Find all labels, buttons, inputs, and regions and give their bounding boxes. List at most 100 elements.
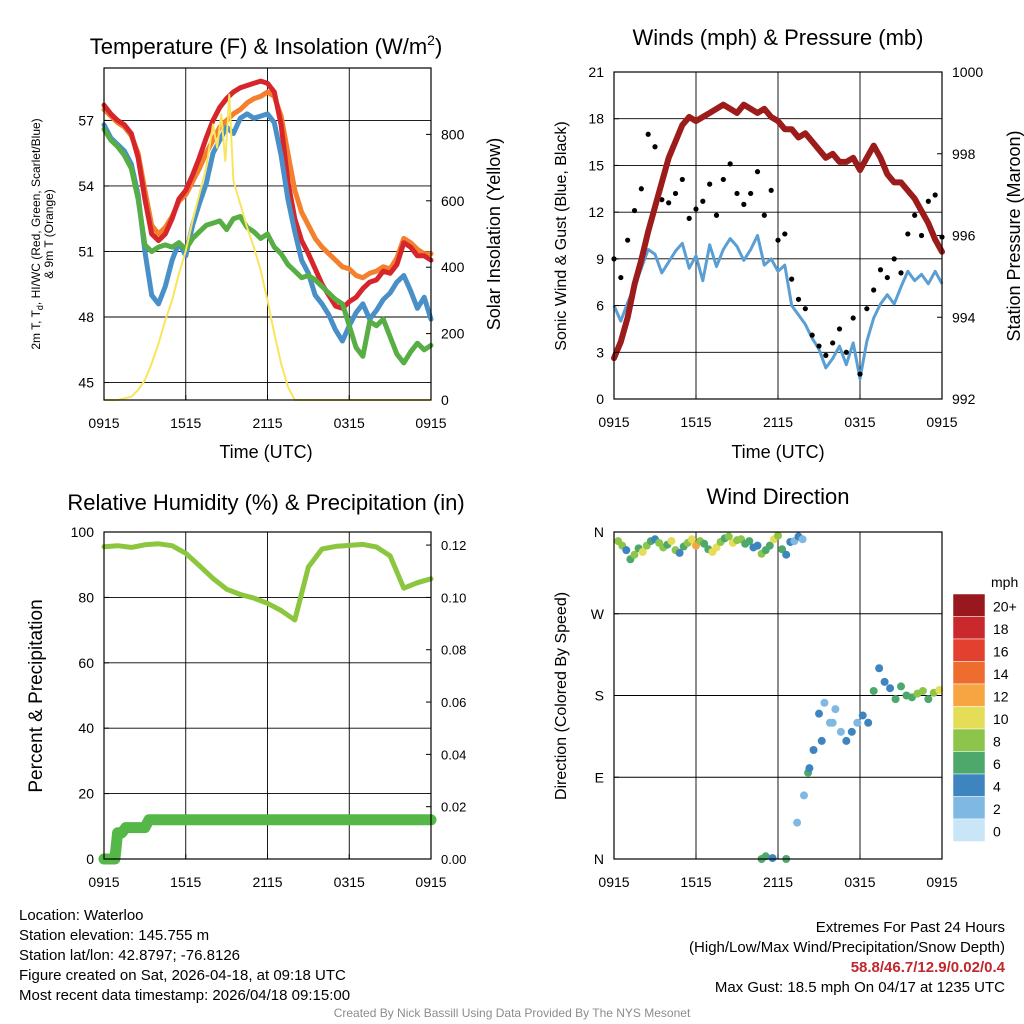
winds-title: Winds (mph) & Pressure (mb) [633, 25, 924, 50]
y-tick-label: 60 [78, 655, 94, 671]
temperature-y2-axis-label: Solar Insolation (Yellow) [484, 138, 504, 330]
svg-text:& 9m T (Orange): & 9m T (Orange) [42, 189, 56, 279]
gust-point [925, 198, 931, 204]
direction-point [836, 727, 845, 736]
direction-point [782, 550, 791, 559]
legend-swatch [952, 661, 986, 685]
legend-swatch [952, 593, 986, 617]
direction-point [935, 686, 944, 695]
winds-y-axis-label: Sonic Wind & Gust (Blue, Black) [553, 121, 570, 350]
gust-point [754, 169, 761, 175]
direction-point [667, 537, 676, 546]
y-tick-label: N [594, 524, 604, 540]
temperature-y-axis-label: 2m T, Td, HI/WC (Red, Green, Scarlet/Blu… [29, 118, 56, 349]
y2-tick-label: 600 [441, 193, 465, 209]
temperature-title: Temperature (F) & Insolation (W/m2) [90, 32, 443, 59]
direction-point [805, 764, 814, 773]
wind-direction-panel: Wind Direction N E S W N 0915 1515 2115 0315 091… [553, 484, 1018, 890]
winds-y2-axis-label: Station Pressure (Maroon) [1004, 130, 1024, 341]
humidity-panel: Relative Humidity (%) & Precipitation (i… [26, 490, 466, 890]
gust-point [782, 231, 788, 237]
x-tick-label: 0915 [598, 874, 629, 890]
y-tick-label: 80 [78, 589, 94, 605]
gust-point [823, 352, 829, 358]
series-line-solar-insolation [104, 93, 431, 401]
gust-point [672, 190, 679, 197]
x-tick-label: 1515 [680, 414, 711, 430]
gust-point [693, 206, 699, 212]
direction-point [700, 539, 709, 548]
x-tick-label: 0915 [598, 414, 629, 430]
y-tick-label: E [595, 769, 604, 785]
winds-x-axis-label: Time (UTC) [731, 442, 824, 462]
gust-point [789, 276, 795, 282]
gust-point [652, 144, 658, 150]
y-tick-label: 20 [78, 786, 94, 802]
gust-point [857, 371, 863, 377]
x-tick-label: 2115 [252, 874, 282, 890]
y-tick-label: W [591, 606, 605, 622]
gust-point [830, 340, 836, 346]
y2-tick-label: 992 [952, 391, 976, 407]
max-gust: Max Gust: 18.5 mph On 04/17 at 1235 UTC [714, 979, 1005, 996]
direction-point [875, 664, 884, 673]
temperature-x-axis-label: Time (UTC) [219, 442, 312, 462]
legend-swatch [952, 706, 986, 730]
series-line-relative-humidity [101, 541, 434, 623]
legend-swatch [952, 751, 986, 775]
gust-point [713, 212, 720, 218]
gust-point [707, 181, 713, 187]
wind-direction-y-axis-label: Direction (Colored By Speed) [553, 592, 570, 800]
gust-point [638, 186, 644, 192]
y-tick-label: S [595, 688, 604, 704]
legend-swatch [952, 728, 986, 752]
direction-point [675, 548, 684, 557]
direction-point [622, 546, 631, 555]
gust-point [898, 270, 904, 276]
direction-point [918, 686, 927, 695]
direction-point [847, 727, 856, 736]
station-info: Location: Waterloo Station elevation: 14… [19, 906, 350, 1006]
y2-tick-label: 0 [441, 392, 449, 408]
y-tick-label: 12 [588, 204, 604, 220]
extremes-subtitle: (High/Low/Max Wind/Precipitation/Snow De… [689, 939, 1005, 956]
direction-point [897, 682, 905, 691]
y-tick-label: 51 [78, 243, 94, 259]
direction-point [817, 736, 826, 745]
direction-point [831, 705, 840, 714]
humidity-title: Relative Humidity (%) & Precipitation (i… [67, 490, 464, 515]
x-tick-label: 1515 [680, 874, 711, 890]
y-tick-label: 0 [86, 851, 94, 867]
series-line-hi-wc [101, 111, 434, 344]
direction-point [768, 854, 777, 863]
gust-point [761, 212, 767, 218]
x-tick-label: 1515 [170, 874, 201, 890]
direction-point [630, 550, 639, 559]
winds-panel: Winds (mph) & Pressure (mb) 0 3 6 9 12 15 18 21… [553, 25, 1024, 462]
x-tick-label: 0315 [334, 874, 365, 890]
gust-point [864, 306, 870, 312]
extremes-values: 58.8/46.7/12.9/0.02/0.4 [850, 959, 1005, 976]
y-tick-label: 40 [78, 720, 94, 736]
direction-point [869, 686, 878, 695]
credit-line: Created By Nick Bassill Using Data Provi… [333, 1006, 691, 1020]
legend-label: 2 [993, 801, 1001, 817]
gust-point [734, 190, 740, 197]
gust-point [809, 332, 815, 338]
legend-label: 16 [993, 643, 1009, 659]
legend-swatch [952, 818, 986, 842]
x-tick-label: 2115 [252, 415, 282, 431]
direction-point [774, 531, 782, 540]
gust-point [884, 274, 890, 281]
gust-point [618, 274, 624, 281]
direction-point [638, 547, 647, 556]
gust-point [686, 215, 692, 221]
gust-point [775, 237, 781, 243]
gust-point [631, 207, 638, 214]
figure-created: Figure created on Sat, 2026-04-18, at 09… [19, 967, 346, 984]
data-timestamp: Most recent data timestamp: 2026/04/18 0… [19, 987, 351, 1004]
legend-swatch [952, 683, 986, 707]
legend-label: 0 [993, 823, 1001, 839]
x-tick-label: 0915 [88, 415, 119, 431]
